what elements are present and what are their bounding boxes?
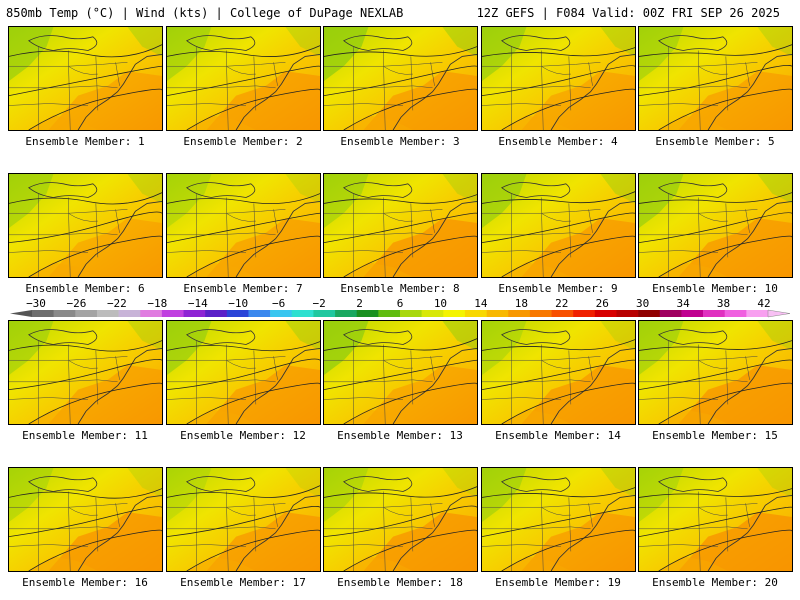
colorbar-tick-label: 10 [433, 297, 448, 310]
colorbar-segment [659, 310, 682, 317]
ensemble-member-map [323, 320, 478, 425]
colorbar-tick-label: −22 [106, 297, 127, 310]
ensemble-member-map [638, 320, 793, 425]
colorbar-segment [335, 310, 358, 317]
colorbar-tick-label: 18 [514, 297, 528, 310]
colorbar-tick-label: −10 [228, 297, 249, 310]
ensemble-member-map [323, 173, 478, 278]
ensemble-member-map [481, 173, 636, 278]
colorbar-tick-label: 26 [595, 297, 609, 310]
colorbar-segment [508, 310, 531, 317]
ensemble-member-map [166, 467, 321, 572]
colorbar-tick-label: −30 [26, 297, 46, 310]
ensemble-member-label: Ensemble Member: 13 [337, 429, 463, 442]
ensemble-member-map [8, 467, 163, 572]
ensemble-member-map [323, 26, 478, 131]
colorbar-segment [53, 310, 76, 317]
ensemble-member-map [166, 173, 321, 278]
colorbar-tick-label: −2 [312, 297, 326, 310]
ensemble-member-map [323, 467, 478, 572]
colorbar-segment [270, 310, 293, 317]
ensemble-member-map [481, 467, 636, 572]
ensemble-member-label: Ensemble Member: 4 [498, 135, 618, 148]
colorbar-segment [486, 310, 509, 317]
ensemble-member-label: Ensemble Member: 6 [25, 282, 145, 295]
colorbar-segment [421, 310, 444, 317]
temperature-colorbar [10, 309, 790, 318]
colorbar-arrow-high [767, 309, 790, 318]
ensemble-member-label: Ensemble Member: 3 [340, 135, 460, 148]
ensemble-member-map [8, 173, 163, 278]
colorbar-segment [313, 310, 336, 317]
colorbar-segment [400, 310, 422, 317]
model-run-info: 12Z GEFS | F084 Valid: 00Z FRI SEP 26 20… [476, 6, 780, 20]
colorbar-segment [248, 310, 271, 317]
map-title: 850mb Temp (°C) | Wind (kts) | College o… [6, 6, 404, 20]
ensemble-member-map [166, 26, 321, 131]
ensemble-member-label: Ensemble Member: 20 [652, 576, 778, 589]
colorbar-segment [140, 310, 163, 317]
colorbar-segment [464, 310, 487, 317]
ensemble-member-label: Ensemble Member: 18 [337, 576, 463, 589]
colorbar-segment [378, 310, 401, 317]
colorbar-tick-label: −18 [147, 297, 168, 310]
colorbar-segment [75, 310, 98, 317]
colorbar-segment [443, 310, 466, 317]
colorbar-tick-label: 22 [555, 297, 569, 310]
ensemble-member-label: Ensemble Member: 14 [495, 429, 621, 442]
colorbar-tick-label: 6 [396, 297, 404, 310]
colorbar-segment [183, 310, 206, 317]
ensemble-member-label: Ensemble Member: 1 [25, 135, 145, 148]
ensemble-member-label: Ensemble Member: 11 [22, 429, 148, 442]
colorbar-segment [681, 310, 704, 317]
colorbar-tick-label: 14 [474, 297, 488, 310]
colorbar-segment [118, 310, 141, 317]
colorbar-segment [226, 310, 249, 317]
colorbar-tick-label: −6 [272, 297, 286, 310]
colorbar-segment [616, 310, 639, 317]
ensemble-member-label: Ensemble Member: 16 [22, 576, 148, 589]
colorbar-segment [746, 310, 769, 317]
colorbar-segment [703, 310, 726, 317]
ensemble-member-map [8, 26, 163, 131]
colorbar-segment [594, 310, 617, 317]
colorbar-tick-label: 38 [716, 297, 731, 310]
ensemble-member-label: Ensemble Member: 9 [498, 282, 618, 295]
ensemble-member-label: Ensemble Member: 5 [655, 135, 775, 148]
ensemble-member-map [638, 467, 793, 572]
colorbar-arrow-low [10, 310, 32, 317]
ensemble-member-map [638, 26, 793, 131]
ensemble-member-map [481, 320, 636, 425]
ensemble-member-label: Ensemble Member: 15 [652, 429, 778, 442]
colorbar-segment [573, 310, 596, 317]
ensemble-member-label: Ensemble Member: 2 [183, 135, 303, 148]
colorbar-tick-label: 30 [636, 297, 650, 310]
ensemble-member-label: Ensemble Member: 7 [183, 282, 303, 295]
colorbar-segment [356, 310, 379, 317]
colorbar-tick-label: 42 [757, 297, 771, 310]
colorbar-segment [638, 310, 661, 317]
colorbar-tick-label: −26 [66, 297, 87, 310]
colorbar-tick-label: −14 [187, 297, 208, 310]
colorbar-segment [161, 310, 184, 317]
colorbar-segment [724, 310, 747, 317]
colorbar-segment [529, 310, 552, 317]
colorbar-tick-label: 34 [676, 297, 690, 310]
ensemble-member-map [481, 26, 636, 131]
ensemble-member-map [8, 320, 163, 425]
ensemble-member-label: Ensemble Member: 12 [180, 429, 306, 442]
ensemble-member-map [166, 320, 321, 425]
ensemble-member-map [638, 173, 793, 278]
ensemble-member-label: Ensemble Member: 19 [495, 576, 621, 589]
ensemble-member-label: Ensemble Member: 10 [652, 282, 778, 295]
colorbar-tick-label: 2 [356, 297, 363, 310]
colorbar-segment [291, 310, 314, 317]
colorbar-segment [551, 310, 574, 317]
colorbar-segment [32, 310, 54, 317]
colorbar-segment [96, 310, 119, 317]
ensemble-member-label: Ensemble Member: 17 [180, 576, 306, 589]
colorbar-segment [205, 310, 228, 317]
ensemble-member-label: Ensemble Member: 8 [340, 282, 460, 295]
